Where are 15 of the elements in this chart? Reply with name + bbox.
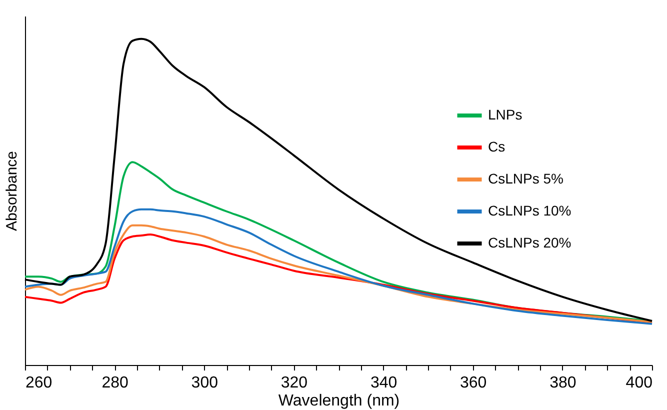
x-axis-title: Wavelength (nm) — [278, 392, 400, 410]
x-tick-label: 360 — [460, 374, 487, 392]
x-tick-label: 340 — [370, 374, 398, 392]
x-tick-label: 300 — [191, 374, 218, 392]
legend-label: CsLNPs 10% — [488, 202, 572, 218]
legend-label: Cs — [488, 138, 506, 154]
x-tick-label: 380 — [550, 374, 576, 392]
y-axis-title: Absorbance — [4, 150, 20, 232]
legend-label: LNPs — [488, 106, 522, 122]
legend-label: CsLNPs 5% — [488, 170, 564, 186]
legend-label: CsLNPs 20% — [488, 234, 572, 250]
x-tick-label: 280 — [102, 374, 129, 392]
x-tick-label: 260 — [26, 374, 52, 392]
x-tick-label: 400 — [626, 374, 653, 392]
x-tick-label: 320 — [280, 374, 308, 392]
